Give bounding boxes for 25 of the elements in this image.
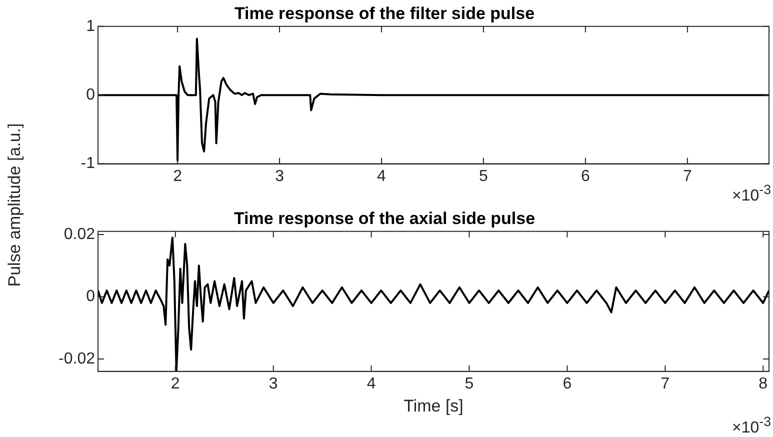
- y-tick-label: 0: [86, 288, 96, 306]
- x-tick-label: 4: [366, 375, 376, 392]
- text: ×10$^{-3}$: [732, 414, 771, 437]
- x-tick-label: 2: [173, 168, 182, 185]
- x-tick-label: 4: [377, 168, 386, 185]
- chart-title: Time response of the filter side pulse: [234, 4, 535, 23]
- y-tick-label: 0: [86, 86, 96, 104]
- x-tick-label: 3: [275, 168, 284, 185]
- x-tick-label: 7: [660, 375, 670, 392]
- x-tick-label: 5: [479, 168, 488, 185]
- x-tick-label: 8: [758, 375, 768, 392]
- x-tick-label: 2: [170, 375, 180, 392]
- x-tick-label: 5: [464, 375, 474, 392]
- y-tick-label: 0.02: [64, 226, 96, 243]
- x-tick-label: 6: [562, 375, 572, 392]
- x-tick-label: 6: [580, 168, 590, 185]
- x-tick-label: 7: [682, 168, 692, 185]
- y-tick-label: 1: [86, 18, 96, 35]
- text: ×10$^{-3}$: [732, 182, 771, 205]
- x-tick-label: 3: [268, 375, 278, 392]
- chart-title: Time response of the axial side pulse: [234, 208, 536, 228]
- y-axis-title: Pulse amplitude [a.u.]: [5, 123, 25, 287]
- y-tick-label: -0.02: [58, 350, 96, 368]
- y-tick-label: -1: [80, 155, 96, 172]
- x-axis-title: Time [s]: [404, 396, 464, 416]
